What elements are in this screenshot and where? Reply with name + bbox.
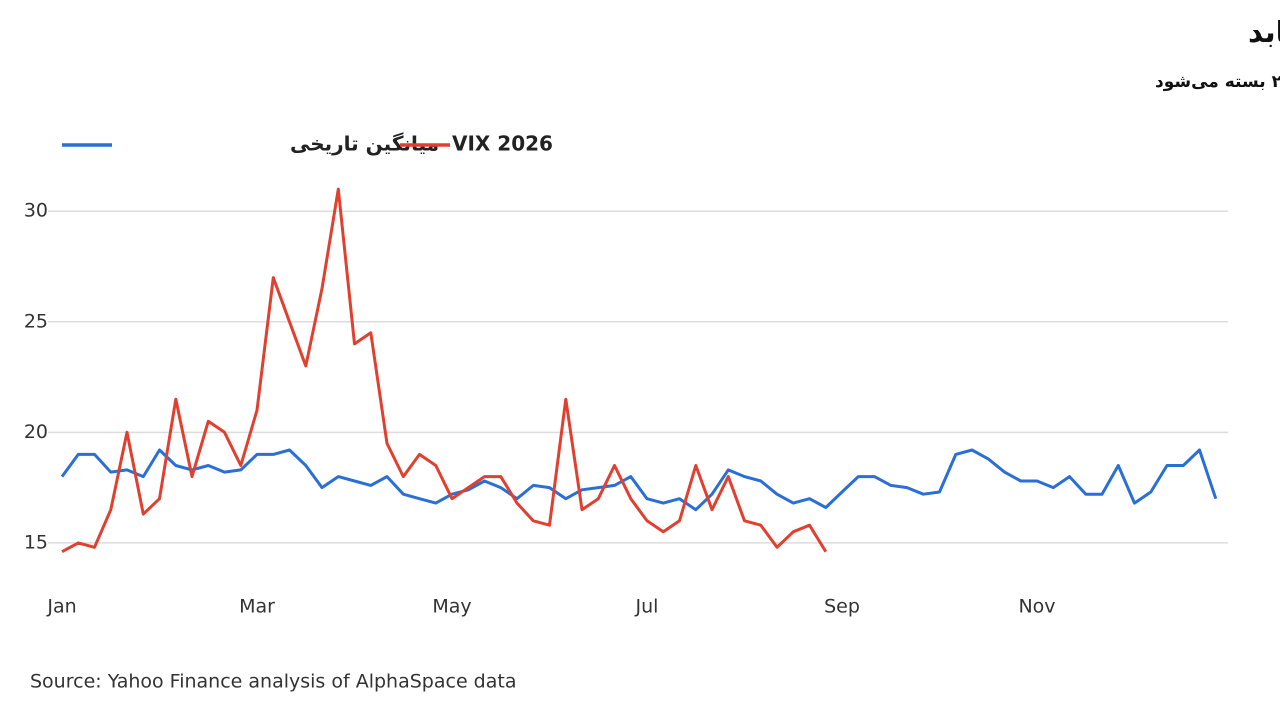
line [60,448,1218,512]
chart-title: شاخص VIX نزدیک به پایین‌ترین حد نوسانات … [1248,15,1280,50]
x-tick-label: Sep [824,596,860,618]
x-tick-label: Mar [239,596,275,618]
source: Source: Yahoo Finance analysis of AlphaS… [30,671,516,693]
y-tick-label: 30 [24,200,48,222]
y-tick-label: 15 [24,531,48,553]
chart-subtitle: شاخص VIX روزانه در سال ۲۰۲۶ در مقابل میا… [1155,71,1280,92]
y-tick-label: 20 [24,421,48,443]
x-tick-label: May [432,596,471,618]
y-tick-label: 25 [24,310,48,332]
x-tick-label: Nov [1018,596,1055,618]
x-tick-label: Jul [635,596,659,618]
line [61,187,828,554]
legend-label: VIX 2026 [452,132,553,156]
x-tick-label: Jan [46,596,76,618]
